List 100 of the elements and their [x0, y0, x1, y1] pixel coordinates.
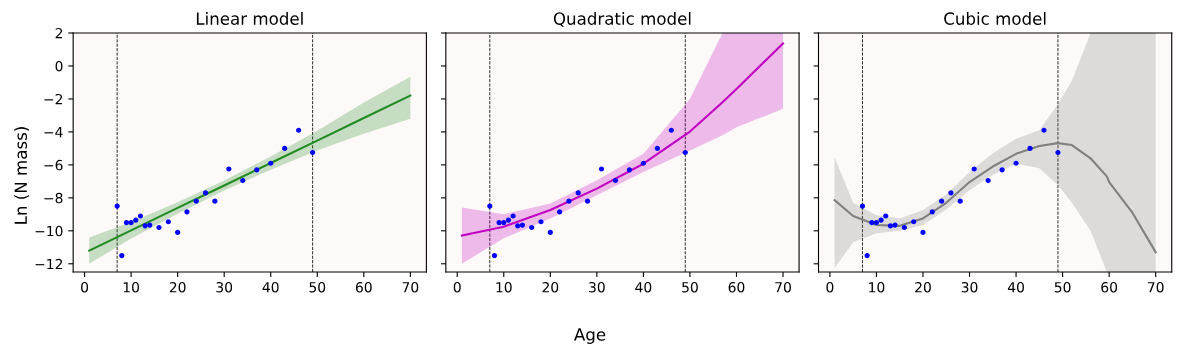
point [598, 166, 605, 172]
point [920, 229, 926, 236]
point [971, 166, 977, 172]
point [901, 224, 907, 231]
x-tick-label: 40 [262, 281, 279, 293]
point [515, 223, 521, 229]
point [510, 213, 516, 219]
point [626, 167, 633, 173]
x-tick-label: 30 [216, 281, 233, 293]
point [123, 219, 130, 226]
point [310, 149, 316, 156]
point [137, 213, 144, 219]
chart-title: Cubic model [944, 12, 1046, 25]
point [948, 190, 954, 196]
point [873, 219, 880, 226]
point [957, 198, 963, 204]
y-tick-label: 2 [55, 27, 63, 39]
point [911, 219, 917, 225]
x-tick-label: 40 [1007, 281, 1024, 293]
point [128, 219, 134, 226]
point [268, 160, 274, 166]
point [668, 127, 674, 133]
point [133, 217, 139, 223]
point [175, 229, 181, 236]
point [584, 198, 591, 204]
y-tick-label: −6 [44, 159, 63, 171]
point [682, 149, 688, 156]
point [491, 252, 498, 259]
point [892, 222, 898, 228]
point [142, 223, 148, 229]
point [193, 198, 199, 204]
point [1041, 127, 1047, 133]
y-tick-label: −2 [44, 93, 63, 105]
x-tick-label: 30 [961, 281, 978, 293]
x-tick-label: 50 [682, 281, 698, 293]
y-tick-label: −8 [44, 192, 63, 204]
y-axis-title: Ln (N mass) [14, 127, 30, 224]
point [939, 198, 945, 204]
x-tick-label: 0 [453, 281, 461, 293]
x-tick-label: 10 [496, 281, 512, 293]
point [202, 190, 209, 196]
point [929, 209, 935, 215]
point [1013, 160, 1019, 166]
y-tick-label: −4 [44, 127, 63, 138]
point [1055, 149, 1061, 156]
x-tick-label: 30 [589, 281, 605, 293]
point [1027, 145, 1033, 151]
y-tick-label: −12 [35, 258, 63, 270]
point [282, 145, 288, 151]
point [505, 217, 512, 223]
y-tick-label: 0 [55, 60, 63, 72]
point [575, 190, 581, 196]
point [612, 177, 619, 184]
x-tick-label: 60 [1101, 281, 1118, 293]
point [566, 198, 572, 204]
x-tick-label: 60 [355, 281, 372, 293]
y-tick-label: −10 [35, 225, 63, 237]
x-tick-label: 50 [309, 281, 326, 293]
point [119, 252, 125, 259]
point [296, 127, 302, 133]
point [147, 222, 153, 228]
point [887, 223, 893, 229]
x-tick-label: 20 [915, 281, 931, 293]
point [864, 252, 870, 259]
x-tick-label: 70 [1147, 281, 1164, 293]
x-tick-label: 60 [728, 281, 745, 293]
point [529, 224, 535, 231]
point [156, 224, 162, 231]
point [240, 177, 246, 184]
x-tick-label: 70 [402, 281, 419, 293]
point [226, 166, 232, 172]
point [869, 219, 875, 226]
point [114, 203, 120, 209]
point [547, 229, 553, 236]
point [859, 203, 866, 209]
point [496, 219, 502, 226]
x-tick-label: 10 [869, 281, 885, 293]
point [184, 209, 190, 215]
chart-title: Quadratic model [553, 12, 691, 27]
point [501, 219, 507, 226]
point [985, 177, 991, 184]
point [640, 160, 646, 166]
x-axis-title: Age [574, 328, 606, 344]
point [487, 203, 493, 209]
point [254, 167, 260, 173]
point [878, 217, 884, 223]
point [538, 219, 544, 225]
line-series [88, 94, 412, 252]
chart-title: Linear model [196, 12, 303, 25]
point [165, 219, 171, 225]
x-tick-label: 20 [169, 281, 186, 293]
point [519, 222, 525, 228]
x-tick-label: 40 [635, 281, 652, 293]
point [883, 213, 889, 219]
x-tick-label: 0 [826, 281, 834, 293]
x-tick-label: 50 [1054, 281, 1071, 293]
point [999, 167, 1005, 173]
point [212, 198, 218, 204]
point [654, 145, 660, 151]
x-tick-label: 10 [123, 281, 140, 293]
